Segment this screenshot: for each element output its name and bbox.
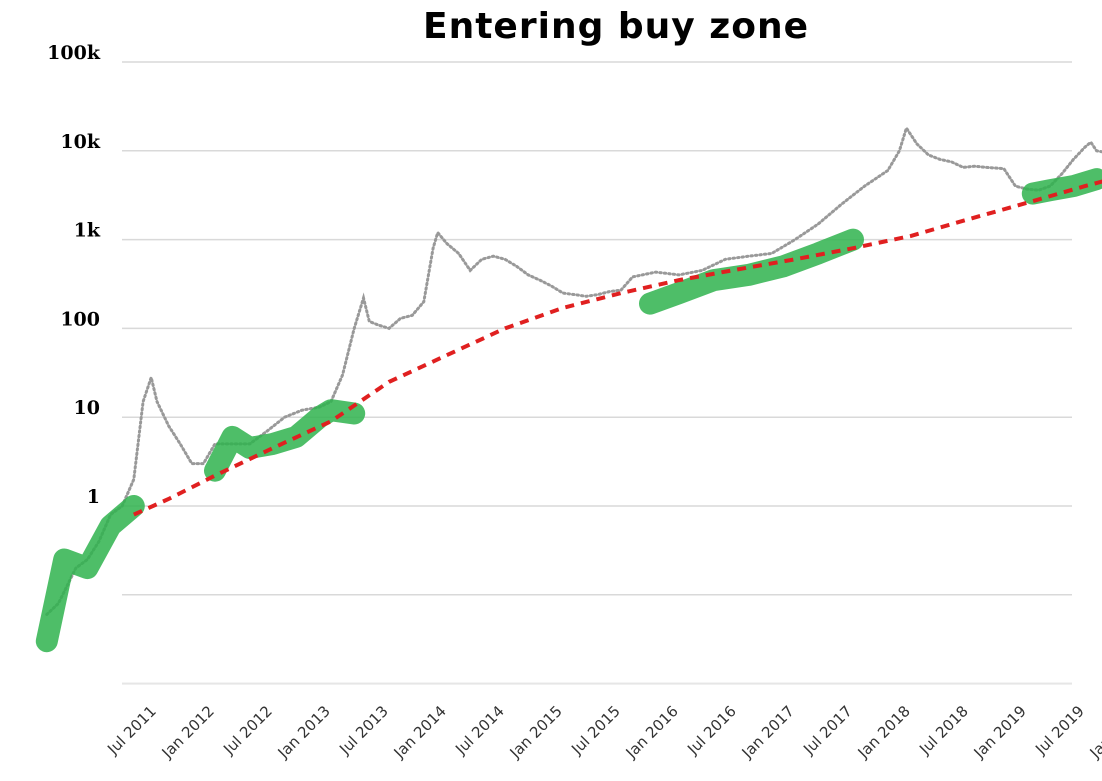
x-tick-label: Jan 2012 (158, 702, 218, 762)
buy-zone-highlight (35, 495, 145, 653)
price-series-line (45, 124, 1102, 616)
buy-zone-highlight (639, 228, 864, 315)
chart-title: Entering buy zone (423, 6, 809, 47)
x-tick-label: Jan 2015 (506, 702, 566, 762)
x-tick-label: Jul 2011 (103, 702, 160, 759)
y-tick-label: 10 (74, 397, 100, 419)
x-tick-label: Jan 2018 (854, 702, 914, 762)
x-tick-label: Jan 2013 (274, 702, 334, 762)
x-tick-label: Jul 2013 (335, 702, 392, 759)
series-layer (35, 124, 1102, 653)
x-tick-label: Jan 2020 (1086, 702, 1102, 762)
x-tick-label: Jul 2016 (683, 702, 740, 759)
x-tick-label: Jul 2014 (451, 702, 508, 759)
y-tick-label: 100 (60, 308, 100, 330)
x-tick-label: Jan 2016 (622, 702, 682, 762)
x-tick-label: Jul 2012 (219, 702, 276, 759)
y-axis-ticks: 100k 10k 1k 100 10 1 (47, 42, 101, 508)
gridlines (122, 61, 1072, 685)
y-tick-label: 1k (74, 220, 101, 242)
y-tick-label: 100k (47, 42, 101, 64)
buy-zone-highlight (1021, 168, 1102, 205)
x-tick-label: Jul 2018 (915, 702, 972, 759)
x-tick-label: Jan 2017 (738, 702, 798, 762)
x-tick-label: Jul 2019 (1031, 702, 1088, 759)
y-tick-label: 1 (87, 486, 100, 508)
x-tick-label: Jul 2015 (567, 702, 624, 759)
y-tick-label: 10k (60, 131, 100, 153)
x-tick-label: Jan 2014 (390, 702, 450, 762)
x-tick-label: Jul 2017 (799, 702, 856, 759)
buy-zone-highlight (204, 399, 366, 482)
x-tick-label: Jan 2019 (970, 702, 1030, 762)
